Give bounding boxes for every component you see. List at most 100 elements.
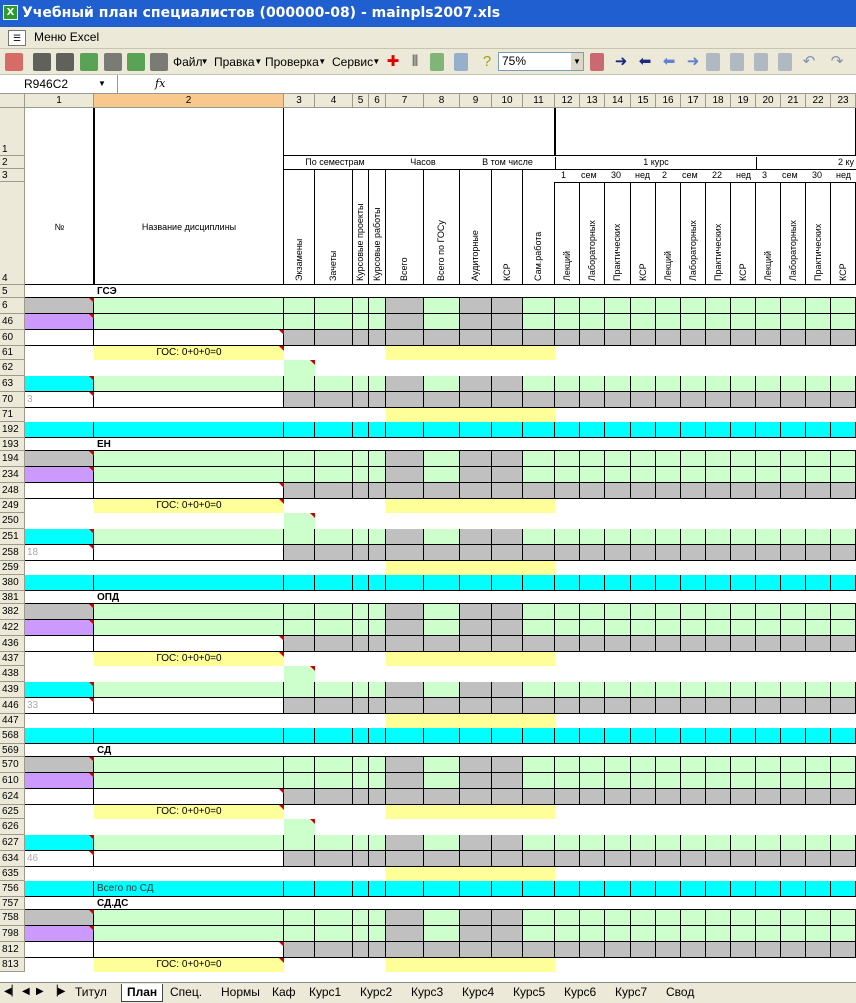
row-header[interactable]: 1 xyxy=(0,108,25,156)
grid-cell[interactable] xyxy=(806,835,831,851)
grid-cell[interactable] xyxy=(681,881,706,897)
grid-cell[interactable] xyxy=(756,698,781,714)
grid-cell[interactable] xyxy=(94,682,284,698)
grid-cell[interactable] xyxy=(284,636,315,652)
row-header[interactable]: 248 xyxy=(0,483,25,499)
column-header[interactable]: 10 xyxy=(492,94,523,108)
grid-cell[interactable] xyxy=(25,835,94,851)
grid-cell[interactable] xyxy=(831,483,856,499)
grid-cell[interactable] xyxy=(369,392,386,408)
grid-cell[interactable] xyxy=(681,604,706,620)
grid-cell[interactable] xyxy=(656,392,681,408)
row-header[interactable]: 758 xyxy=(0,910,25,926)
row-header[interactable]: 436 xyxy=(0,636,25,652)
grid-cell[interactable] xyxy=(94,298,284,314)
grid-cell[interactable] xyxy=(631,422,656,438)
doc-icon[interactable] xyxy=(706,53,720,71)
column-header[interactable]: 15 xyxy=(631,94,656,108)
grid-cell[interactable] xyxy=(631,773,656,789)
column-header[interactable]: 2 xyxy=(94,94,284,108)
grid-cell[interactable] xyxy=(94,422,284,438)
grid-cell[interactable] xyxy=(555,545,580,561)
grid-cell[interactable] xyxy=(284,422,315,438)
grid-cell[interactable] xyxy=(731,910,756,926)
grid-cell[interactable] xyxy=(656,314,681,330)
grid-cell[interactable] xyxy=(706,789,731,805)
grid-cell[interactable] xyxy=(353,620,369,636)
grid-cell[interactable] xyxy=(555,575,580,591)
grid-cell[interactable] xyxy=(492,575,523,591)
grid-cell[interactable] xyxy=(806,910,831,926)
grid-cell[interactable] xyxy=(284,835,315,851)
row-header[interactable]: 757 xyxy=(0,897,25,910)
grid-cell[interactable] xyxy=(656,422,681,438)
grid-cell[interactable] xyxy=(706,835,731,851)
grid-cell[interactable] xyxy=(580,529,605,545)
grid-cell[interactable] xyxy=(25,757,94,773)
column-header[interactable]: 13 xyxy=(580,94,605,108)
grid-cell[interactable] xyxy=(806,604,831,620)
grid-cell[interactable] xyxy=(523,451,555,467)
grid-cell[interactable] xyxy=(523,314,555,330)
grid-cell[interactable] xyxy=(424,330,460,346)
grid-cell[interactable] xyxy=(631,314,656,330)
grid-cell[interactable] xyxy=(631,620,656,636)
grid-cell[interactable] xyxy=(681,467,706,483)
grid-cell[interactable] xyxy=(386,910,424,926)
grid-cell[interactable] xyxy=(831,773,856,789)
column-header[interactable]: 21 xyxy=(781,94,806,108)
column-header[interactable]: 4 xyxy=(315,94,353,108)
grid-cell[interactable] xyxy=(631,881,656,897)
grid-cell[interactable] xyxy=(25,636,94,652)
grid-cell[interactable] xyxy=(605,728,631,744)
grid-cell[interactable] xyxy=(369,789,386,805)
prev-sheet-icon[interactable]: ◀ xyxy=(22,986,30,997)
grid-cell[interactable] xyxy=(424,910,460,926)
row-header[interactable]: 70 xyxy=(0,392,25,408)
grid-cell[interactable] xyxy=(424,757,460,773)
grid-cell[interactable] xyxy=(460,851,492,867)
switch-icon[interactable] xyxy=(104,53,122,71)
grid-cell[interactable] xyxy=(656,835,681,851)
grid-cell[interactable] xyxy=(284,483,315,499)
grid-cell[interactable] xyxy=(386,575,424,591)
grid-cell[interactable] xyxy=(555,789,580,805)
grid-cell[interactable] xyxy=(523,636,555,652)
grid-cell[interactable] xyxy=(731,392,756,408)
grid-cell[interactable] xyxy=(656,757,681,773)
fx-icon[interactable]: fx xyxy=(155,77,166,90)
grid-cell[interactable] xyxy=(460,835,492,851)
grid-cell[interactable] xyxy=(386,773,424,789)
grid-cell[interactable] xyxy=(353,330,369,346)
grid-cell[interactable] xyxy=(706,575,731,591)
grid-cell[interactable] xyxy=(424,604,460,620)
grid-cell[interactable] xyxy=(756,422,781,438)
grid-cell[interactable] xyxy=(831,851,856,867)
grid-cell[interactable] xyxy=(94,451,284,467)
grid-cell[interactable] xyxy=(284,789,315,805)
header-cell-no[interactable] xyxy=(25,108,94,285)
grid-cell[interactable] xyxy=(315,757,353,773)
grid-cell[interactable] xyxy=(460,620,492,636)
header-blank[interactable] xyxy=(284,108,555,156)
row-header[interactable]: 192 xyxy=(0,422,25,438)
grid-cell[interactable] xyxy=(756,314,781,330)
grid-cell[interactable] xyxy=(631,728,656,744)
grid-cell[interactable] xyxy=(806,545,831,561)
grid-cell[interactable] xyxy=(731,942,756,958)
grid-cell[interactable] xyxy=(353,604,369,620)
grid-cell[interactable] xyxy=(492,698,523,714)
grid-cell[interactable] xyxy=(25,422,94,438)
grid-cell[interactable] xyxy=(424,314,460,330)
grid-cell[interactable] xyxy=(523,575,555,591)
grid-cell[interactable] xyxy=(681,757,706,773)
grid-cell[interactable] xyxy=(731,298,756,314)
grid-cell[interactable] xyxy=(781,376,806,392)
grid-cell[interactable] xyxy=(706,910,731,926)
grid-cell[interactable] xyxy=(492,835,523,851)
grid-cell[interactable] xyxy=(523,298,555,314)
grid-cell[interactable] xyxy=(781,910,806,926)
grid-cell[interactable] xyxy=(631,451,656,467)
grid-cell[interactable] xyxy=(315,728,353,744)
grid-cell[interactable] xyxy=(656,330,681,346)
